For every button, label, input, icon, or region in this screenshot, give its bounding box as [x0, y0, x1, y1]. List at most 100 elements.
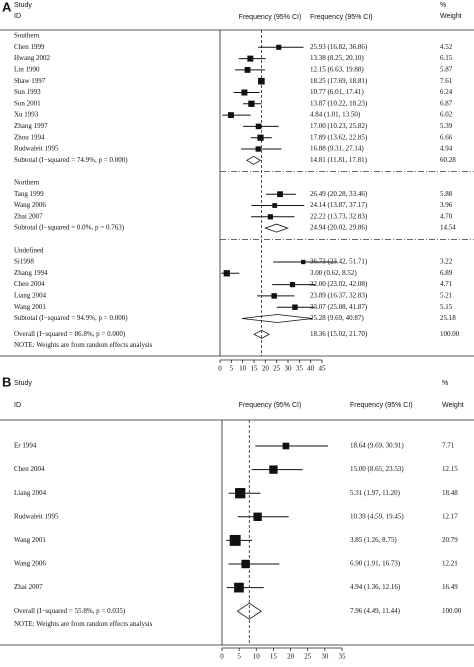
weight-label: 6.89 — [440, 269, 453, 277]
ci-label: 36.73 (23.42, 51.71) — [310, 258, 368, 266]
x-tick-label: 35 — [339, 653, 347, 661]
ci-label: 15.00 (8.65, 23.53) — [350, 465, 404, 473]
ci-header: Frequency (95% CI) — [310, 14, 373, 21]
pct-header: % — [440, 2, 446, 9]
study-label: Zhai 2007 — [14, 212, 43, 220]
weight-box — [241, 89, 248, 96]
study-label: Wang 2006 — [14, 560, 46, 568]
pooled-label: Subtotal (I−squared = 0.0%, p = 0.763) — [14, 224, 125, 232]
id-header: ID — [14, 13, 21, 20]
weight-box — [241, 559, 250, 569]
x-tick-label: 20 — [262, 365, 270, 373]
ci-label: 24.14 (13.87, 37.17) — [310, 201, 368, 209]
weight-box — [235, 488, 246, 499]
ci-label: 18.25 (17.69, 18.81) — [310, 77, 368, 85]
weight-label: 3.22 — [440, 258, 453, 266]
weight-label: 14.54 — [440, 224, 456, 232]
weight-box — [272, 203, 278, 208]
weight-box — [257, 134, 264, 141]
weight-label: 25.18 — [440, 314, 456, 322]
study-label: Wang 2006 — [14, 201, 46, 209]
study-label: Liang 2004 — [14, 292, 47, 300]
ci-label: 3.85 (1.26, 8.75) — [350, 536, 397, 544]
weight-box — [229, 534, 241, 546]
note: NOTE: Weights are from random effects an… — [14, 620, 153, 628]
weight-label: 6.02 — [440, 111, 453, 119]
study-label: Zhang 1994 — [14, 269, 48, 277]
weight-box — [253, 512, 262, 521]
ci-label: 18.64 (9.69, 30.91) — [350, 442, 404, 450]
ci-label: 33.07 (25.08, 41.87) — [310, 303, 368, 311]
weight-box — [271, 293, 277, 299]
ci-label: 13.87 (10.22, 18.23) — [310, 99, 368, 107]
weight-label: 4.70 — [440, 212, 453, 220]
panel-label: B — [2, 374, 11, 389]
weight-box — [289, 281, 296, 288]
x-tick-label: 0 — [218, 365, 222, 373]
ci-header: Frequency (95% CI) — [350, 402, 413, 409]
study-label: Lin 1990 — [14, 66, 40, 74]
pooled-diamond — [245, 155, 262, 165]
study-label: Liang 2004 — [14, 489, 47, 497]
group-label: Undefined — [14, 246, 44, 254]
weight-label: 16.49 — [442, 583, 458, 591]
ci-label: 18.36 (15.02, 21.70) — [310, 330, 368, 338]
pct-header: % — [442, 380, 448, 387]
x-tick-label: 35 — [296, 365, 304, 373]
weight-box — [248, 100, 255, 107]
ci-label: 10.39 (4.59, 19.45) — [350, 512, 404, 520]
study-label: Chen 1999 — [14, 43, 45, 51]
study-label: Rudwaleit 1995 — [14, 512, 59, 520]
group-label: Southern — [14, 32, 40, 40]
weight-label: 100.00 — [442, 607, 462, 615]
ci-label: 4.84 (1.01, 13.50) — [310, 111, 361, 119]
study-label: Zhai 2007 — [14, 583, 43, 591]
x-tick-label: 10 — [239, 365, 247, 373]
plot-header: Frequency (95% CI) — [239, 14, 302, 21]
weight-label: 4.52 — [440, 43, 453, 51]
weight-header: Weight — [440, 13, 462, 20]
ci-label: 17.00 (10.23, 25.82) — [310, 122, 368, 130]
weight-label: 5.88 — [440, 190, 453, 198]
note: NOTE: Weights are from random effects an… — [14, 341, 153, 349]
weight-box — [282, 442, 290, 450]
x-tick-label: 15 — [270, 653, 278, 661]
weight-box — [234, 582, 244, 593]
study-label: Er 1994 — [14, 442, 37, 450]
ci-label: 12.15 (6.63, 19.88) — [310, 66, 364, 74]
ci-label: 17.89 (13.62, 22.85) — [310, 133, 368, 141]
study-label: Tang 1999 — [14, 190, 44, 198]
ci-label: 13.38 (8.25, 20.10) — [310, 54, 364, 62]
ci-label: 3.00 (0.62, 8.52) — [310, 269, 357, 277]
pooled-diamond — [236, 602, 262, 620]
study-label: Chen 2004 — [14, 280, 45, 288]
ci-label: 24.94 (20.02, 29.86) — [310, 224, 368, 232]
weight-label: 6.24 — [440, 88, 453, 96]
ci-label: 4.94 (1.36, 12.16) — [350, 583, 401, 591]
weight-label: 12.17 — [442, 512, 458, 520]
weight-box — [258, 77, 265, 85]
ci-label: 32.00 (23.02, 42.08) — [310, 280, 368, 288]
pooled-diamond — [241, 314, 313, 323]
weight-label: 3.96 — [440, 201, 453, 209]
weight-box — [267, 214, 273, 220]
x-tick-label: 25 — [273, 365, 281, 373]
x-tick-label: 15 — [251, 365, 259, 373]
plot-header: Frequency (95% CI) — [239, 402, 302, 409]
pooled-label: Overall (I−squared = 55.8%, p = 0.035) — [14, 607, 126, 615]
weight-label: 4.71 — [440, 280, 453, 288]
weight-label: 20.79 — [442, 536, 458, 544]
x-tick-label: 5 — [230, 365, 234, 373]
weight-label: 7.61 — [440, 77, 453, 85]
weight-box — [269, 465, 278, 474]
weight-box — [276, 44, 282, 50]
weight-label: 60.28 — [440, 156, 456, 164]
study-label: Hwang 2002 — [14, 54, 50, 62]
panel-label: A — [2, 0, 12, 14]
pooled-label: Overall (I−squared = 86.8%, p = 0.000) — [14, 330, 126, 338]
ci-label: 25.28 (9.69, 40.87) — [310, 314, 364, 322]
ci-label: 10.77 (6.01, 17.41) — [310, 88, 364, 96]
pooled-diamond — [253, 329, 271, 339]
study-header: Study — [14, 380, 32, 387]
